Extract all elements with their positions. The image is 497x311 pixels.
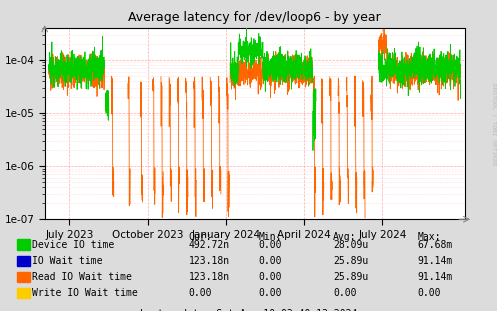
- Text: 25.89u: 25.89u: [333, 272, 368, 282]
- Text: Device IO time: Device IO time: [32, 240, 114, 250]
- Text: 0.00: 0.00: [189, 288, 212, 298]
- Text: 67.68m: 67.68m: [417, 240, 453, 250]
- Text: 123.18n: 123.18n: [189, 272, 230, 282]
- Text: 0.00: 0.00: [258, 256, 282, 266]
- Text: Cur:: Cur:: [189, 232, 212, 242]
- Text: 0.00: 0.00: [258, 288, 282, 298]
- Y-axis label: seconds: seconds: [0, 101, 1, 146]
- Text: 0.00: 0.00: [417, 288, 441, 298]
- Text: Min:: Min:: [258, 232, 282, 242]
- Text: 0.00: 0.00: [333, 288, 356, 298]
- Text: 0.00: 0.00: [258, 240, 282, 250]
- Text: 91.14m: 91.14m: [417, 256, 453, 266]
- Text: 91.14m: 91.14m: [417, 272, 453, 282]
- Text: Avg:: Avg:: [333, 232, 356, 242]
- Title: Average latency for /dev/loop6 - by year: Average latency for /dev/loop6 - by year: [128, 11, 381, 24]
- Text: Read IO Wait time: Read IO Wait time: [32, 272, 132, 282]
- Text: 25.89u: 25.89u: [333, 256, 368, 266]
- Text: Max:: Max:: [417, 232, 441, 242]
- Text: 0.00: 0.00: [258, 272, 282, 282]
- Text: 28.09u: 28.09u: [333, 240, 368, 250]
- Text: Write IO Wait time: Write IO Wait time: [32, 288, 138, 298]
- Text: IO Wait time: IO Wait time: [32, 256, 103, 266]
- Text: 123.18n: 123.18n: [189, 256, 230, 266]
- Text: RRDTOOL / TOBI OETIKER: RRDTOOL / TOBI OETIKER: [491, 83, 496, 166]
- Text: Last update: Sat Aug 10 03:40:13 2024: Last update: Sat Aug 10 03:40:13 2024: [140, 309, 357, 311]
- Text: 492.72n: 492.72n: [189, 240, 230, 250]
